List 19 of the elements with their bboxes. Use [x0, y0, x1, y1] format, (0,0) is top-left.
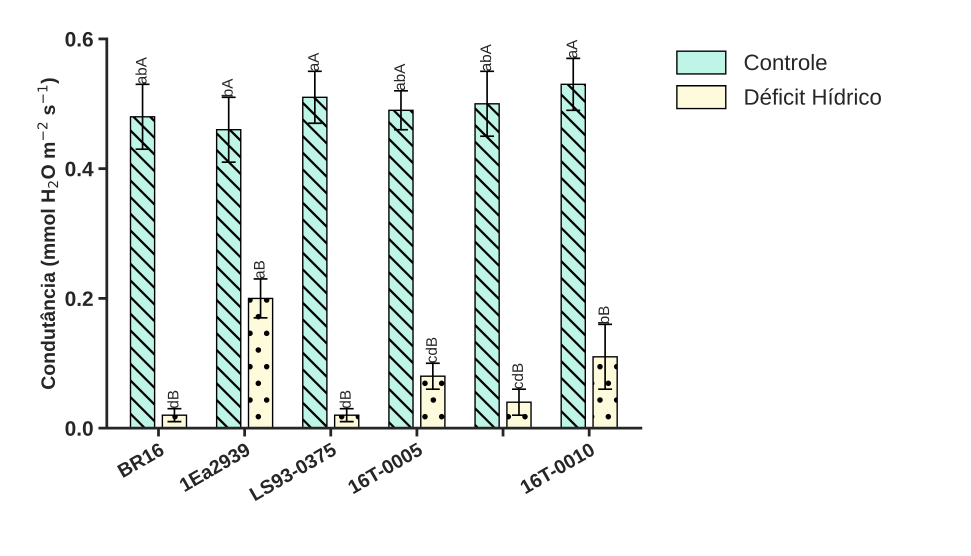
legend-label: Controle: [744, 54, 827, 70]
y-tick-label: 0.4: [65, 162, 94, 176]
y-tick-label: 0.0: [65, 421, 93, 436]
data-label: aA: [308, 52, 319, 71]
data-label: cdB: [512, 364, 524, 389]
data-label: aA: [566, 40, 578, 58]
data-label: bA: [222, 78, 233, 96]
data-label: dB: [167, 390, 179, 408]
data-label: cdB: [426, 338, 437, 363]
data-label: aB: [254, 261, 265, 278]
legend-label: Déficit Hídrico: [745, 88, 881, 105]
y-axis-title: Condutância (mmol H$_{2}$O m$^{−2}$ s$^{−1}$): [37, 78, 59, 389]
data-label: dB: [340, 390, 351, 408]
data-label: abA: [480, 44, 492, 71]
data-label: bB: [598, 306, 610, 324]
data-label: abA: [135, 57, 147, 84]
data-label: abA: [394, 64, 406, 90]
y-tick-label: 0.6: [65, 32, 93, 47]
y-tick-label: 0.2: [65, 291, 93, 306]
